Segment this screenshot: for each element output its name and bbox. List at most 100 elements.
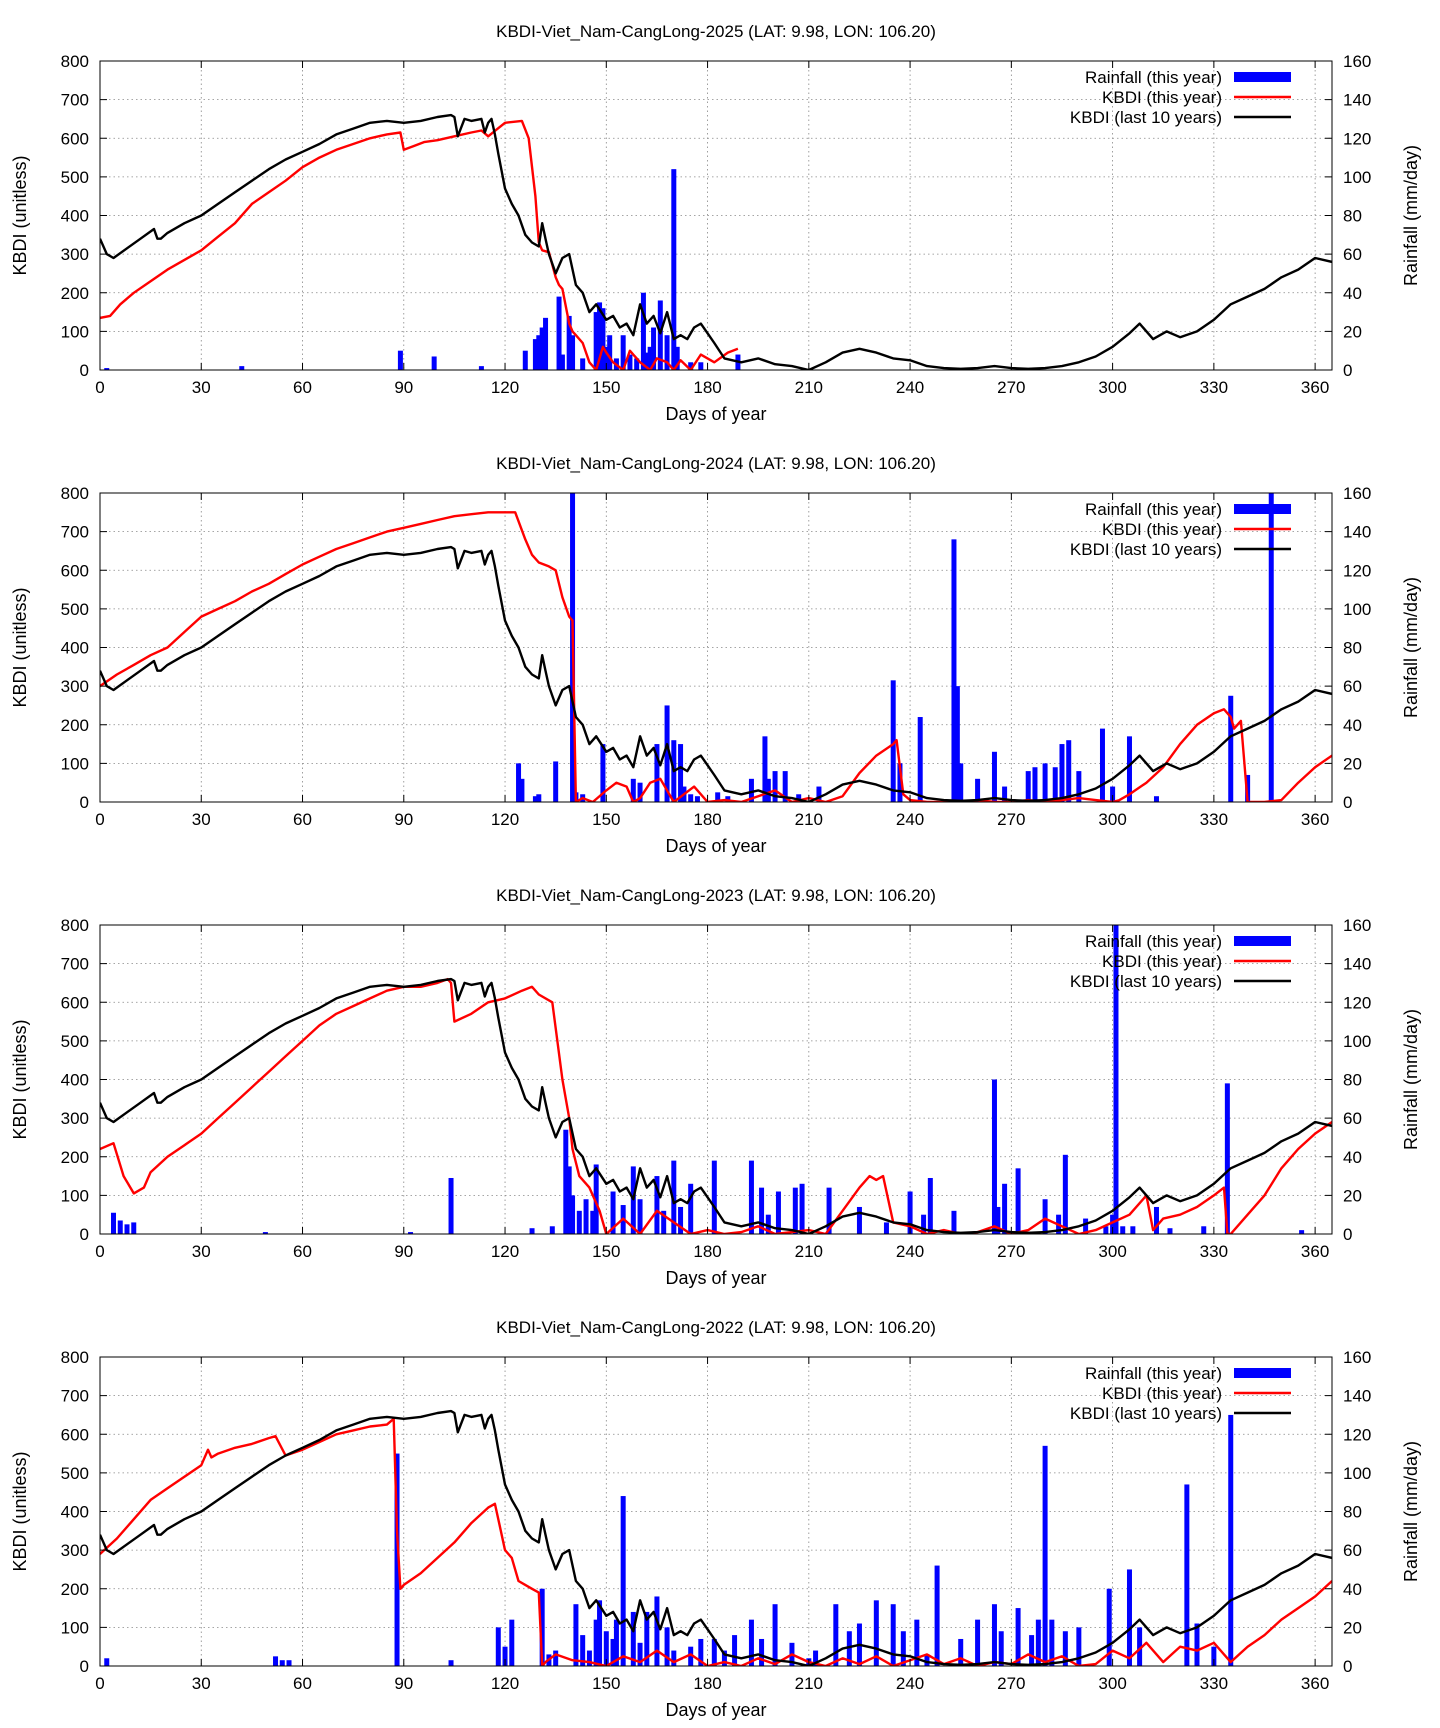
x-tick-label: 210 xyxy=(795,1242,823,1261)
rainfall-bar xyxy=(1194,1623,1200,1666)
rainfall-bar xyxy=(732,1635,738,1666)
chart-title: KBDI-Viet_Nam-CangLong-2025 (LAT: 9.98, … xyxy=(496,22,936,41)
y2-tick-label: 140 xyxy=(1343,523,1371,542)
legend: Rainfall (this year)KBDI (this year)KBDI… xyxy=(1070,932,1291,991)
rainfall-bar xyxy=(873,1600,879,1666)
y2-tick-label: 160 xyxy=(1343,484,1371,503)
rainfall-bar xyxy=(556,296,562,370)
rainfall-bar xyxy=(1106,1588,1112,1666)
x-tick-label: 60 xyxy=(293,1674,312,1693)
rainfall-bar xyxy=(924,1654,930,1666)
y-tick-label: 100 xyxy=(61,1618,89,1637)
rainfall-bar xyxy=(1076,771,1082,802)
x-tick-label: 90 xyxy=(394,1242,413,1261)
legend-swatch-rainfall xyxy=(1234,1368,1291,1378)
y2-tick-label: 80 xyxy=(1343,207,1362,226)
rainfall-bar xyxy=(1126,736,1132,802)
y-tick-label: 300 xyxy=(61,1541,89,1560)
y2-tick-label: 140 xyxy=(1343,1387,1371,1406)
rainfall-bar xyxy=(796,794,802,802)
rainfall-bar xyxy=(590,1210,596,1234)
rainfall-bar xyxy=(1025,771,1031,802)
y-tick-label: 200 xyxy=(61,1580,89,1599)
x-tick-label: 240 xyxy=(896,1242,924,1261)
gridlines xyxy=(100,61,1332,370)
legend-label: KBDI (this year) xyxy=(1102,88,1222,107)
kbdi-chart: 0 30 60 90 120 150 180 210 240 270 300 330 360 0 100 20… xyxy=(10,454,1421,856)
x-tick-label: 330 xyxy=(1200,1242,1228,1261)
rainfall-bar xyxy=(566,1166,572,1234)
rainfall-bar xyxy=(124,1224,130,1234)
rainfall-bar xyxy=(610,1191,616,1234)
rainfall-bar xyxy=(651,327,657,370)
rainfall-bar xyxy=(721,1650,727,1666)
x-tick-label: 210 xyxy=(795,378,823,397)
rainfall-bar xyxy=(1015,1168,1021,1234)
legend: Rainfall (this year)KBDI (this year)KBDI… xyxy=(1070,1364,1291,1423)
rainfall-bar xyxy=(536,335,542,370)
rainfall-bar xyxy=(765,1214,771,1234)
rainfall-bar xyxy=(1015,1608,1021,1666)
kbdi-this-year-line xyxy=(100,119,739,370)
rainfall-bar xyxy=(975,778,981,802)
rainfall-bar xyxy=(897,763,903,802)
y-tick-label: 200 xyxy=(61,716,89,735)
rainfall-bar xyxy=(975,1619,981,1666)
x-tick-label: 360 xyxy=(1301,1674,1329,1693)
legend-swatch-rainfall xyxy=(1234,936,1291,946)
y-tick-label: 500 xyxy=(61,600,89,619)
rainfall-bar xyxy=(1049,1619,1055,1666)
y-tick-label: 200 xyxy=(61,1148,89,1167)
rainfall-bar xyxy=(688,362,694,370)
rainfall-bar xyxy=(448,1660,454,1666)
x-tick-label: 270 xyxy=(997,810,1025,829)
x-tick-label: 330 xyxy=(1200,810,1228,829)
y-tick-label: 600 xyxy=(61,993,89,1012)
rainfall-bar xyxy=(934,1565,940,1666)
rainfall-bar xyxy=(664,1627,670,1666)
y-tick-label: 300 xyxy=(61,677,89,696)
y-tick-label: 400 xyxy=(61,207,89,226)
rainfall-bar xyxy=(917,717,923,802)
kbdi-chart-panel: 0 30 60 90 120 150 180 210 240 270 300 330 360 0 100 20… xyxy=(0,864,1440,1296)
x-tick-label: 150 xyxy=(592,810,620,829)
rainfall-bar xyxy=(1184,1484,1190,1666)
legend-label: KBDI (last 10 years) xyxy=(1070,108,1222,127)
y2-tick-label: 40 xyxy=(1343,1580,1362,1599)
rainfall-bar xyxy=(640,292,646,370)
y-tick-label: 700 xyxy=(61,523,89,542)
rainfall-bar xyxy=(1211,1646,1217,1666)
rainfall-bar xyxy=(627,354,633,370)
y2-tick-label: 80 xyxy=(1343,639,1362,658)
rainfall-bar xyxy=(603,1631,609,1666)
legend-label: KBDI (this year) xyxy=(1102,1384,1222,1403)
x-tick-label: 180 xyxy=(693,810,721,829)
x-axis-label: Days of year xyxy=(665,836,766,856)
tick-marks xyxy=(99,60,1332,371)
rainfall-bar xyxy=(671,1160,677,1234)
kbdi-chart: 0 30 60 90 120 150 180 210 240 270 300 330 360 0 100 20… xyxy=(10,22,1421,424)
y2-tick-label: 60 xyxy=(1343,677,1362,696)
y-tick-label: 300 xyxy=(61,245,89,264)
kbdi-chart: 0 30 60 90 120 150 180 210 240 270 300 330 360 0 100 20… xyxy=(10,1318,1421,1720)
rainfall-bar xyxy=(661,1210,667,1234)
rainfall-bar xyxy=(813,1650,819,1666)
y2-tick-label: 60 xyxy=(1343,1541,1362,1560)
rainfall-bar xyxy=(782,771,788,802)
rainfall-bar xyxy=(1113,925,1119,1234)
kbdi-last-10-years-line xyxy=(100,1409,1332,1666)
y2-tick-label: 60 xyxy=(1343,1109,1362,1128)
rainfall-bar xyxy=(117,1220,123,1234)
rainfall-bar xyxy=(637,1642,643,1666)
rainfall-bar xyxy=(657,300,663,370)
rainfall-bar xyxy=(1110,1214,1116,1234)
x-tick-label: 300 xyxy=(1098,378,1126,397)
rainfall-bar xyxy=(748,1160,754,1234)
rainfall-bar xyxy=(1035,1619,1041,1666)
rainfall-bar xyxy=(951,1210,957,1234)
x-tick-label: 120 xyxy=(491,378,519,397)
x-tick-label: 150 xyxy=(592,1674,620,1693)
rainfall-bar xyxy=(759,1638,765,1666)
y-axis-label: KBDI (unitless) xyxy=(10,1451,30,1571)
rainfall-bar xyxy=(408,1232,414,1234)
